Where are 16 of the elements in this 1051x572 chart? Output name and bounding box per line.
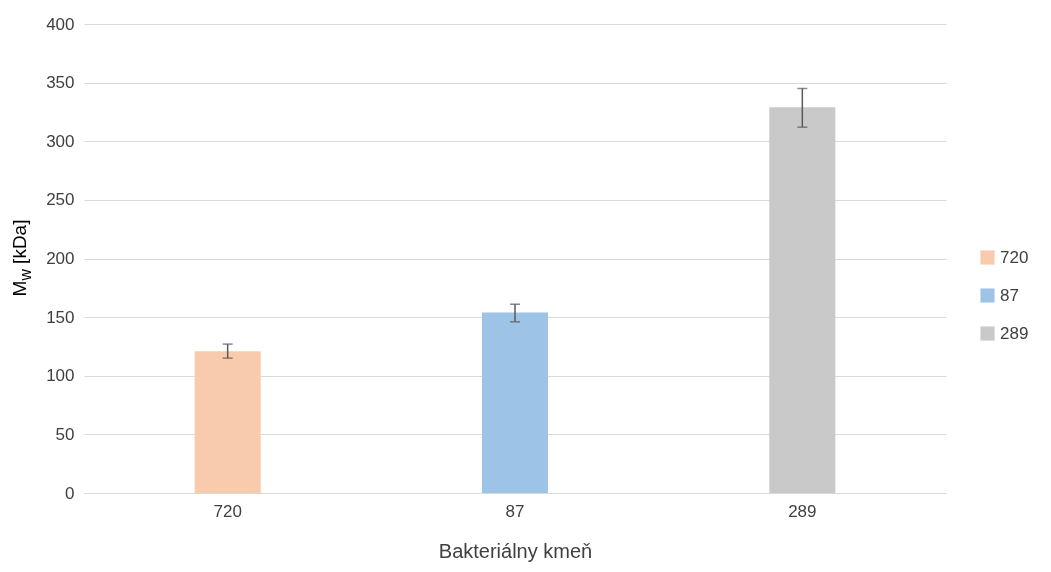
y-tick-label: 400 bbox=[46, 14, 75, 34]
x-tick-label: 289 bbox=[788, 501, 817, 521]
y-tick-label: 200 bbox=[46, 249, 75, 268]
legend-label: 87 bbox=[1000, 285, 1019, 305]
x-tick-label: 720 bbox=[213, 501, 242, 521]
legend-label: 289 bbox=[1000, 323, 1029, 343]
y-tick-label: 350 bbox=[46, 73, 75, 93]
y-tick-label: 300 bbox=[46, 131, 75, 151]
x-axis-title: Bakteriálny kmeň bbox=[438, 539, 593, 562]
legend-label: 720 bbox=[1000, 247, 1029, 267]
x-tick-label: 87 bbox=[505, 501, 525, 521]
y-tick-label: 250 bbox=[46, 190, 75, 210]
y-tick-label: 0 bbox=[65, 483, 75, 503]
y-tick-label: 50 bbox=[55, 424, 75, 444]
y-tick-label: 100 bbox=[46, 366, 75, 386]
y-tick-label: 150 bbox=[46, 307, 75, 327]
